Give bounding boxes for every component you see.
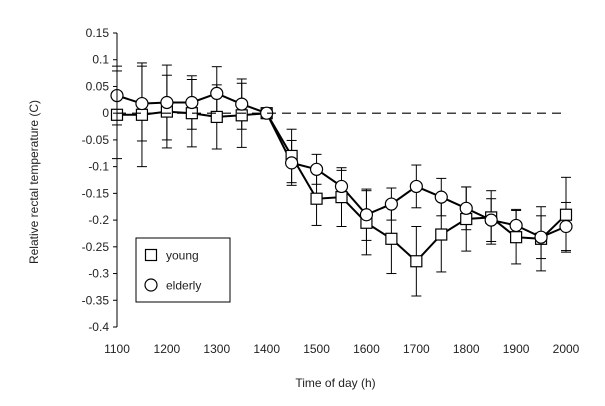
axes [113,32,566,328]
legend: young elderly [135,237,231,303]
x-tick-label: 1600 [353,342,380,356]
x-tick-label: 1200 [154,342,181,356]
data-point-elderly [409,179,423,194]
x-tick-label: 1100 [104,342,130,356]
data-point-young [235,109,248,122]
x-tick-label: 1500 [303,342,330,356]
data-point-elderly [309,162,324,176]
y-tick-label: -0.2 [88,213,109,227]
data-point-elderly [359,208,374,222]
data-point-elderly [484,213,498,227]
data-point-young [435,228,448,241]
data-point-elderly [534,230,548,244]
data-point-elderly [434,190,448,204]
data-point-young [510,231,523,244]
data-point-young [559,208,573,221]
data-point-elderly [285,156,299,170]
data-point-elderly [509,218,523,233]
y-tick-label: -0.3 [88,267,109,281]
data-point-elderly [185,95,199,110]
y-tick-label: 0.05 [86,79,110,93]
data-point-young [335,191,348,204]
legend-marker-square [144,248,158,262]
data-point-young [385,232,398,245]
x-axis-title: Time of day (h) [295,376,375,390]
legend-marker-circle [144,278,158,292]
y-tick-label: 0.15 [86,26,110,40]
y-tick-label: -0.35 [82,293,110,307]
x-tick-label: 1700 [403,342,430,356]
data-point-young [410,255,423,268]
data-point-young [135,108,149,121]
series-markers [110,86,573,268]
data-point-young [310,192,323,205]
data-point-elderly [559,219,573,234]
x-tick-label: 1300 [203,342,230,356]
y-axis-title: Relative rectal temperature (C) [27,100,41,264]
y-tick-label: -0.4 [88,320,109,334]
data-point-elderly [459,201,473,215]
x-tick-label: 2000 [553,342,580,356]
data-point-elderly [334,179,349,194]
tick-labels: 0.15 0.1 0.05 0 -0.05 -0.1 -0.15 -0.2 -0.25 -0.3 -… [82,26,580,356]
legend-label-elderly: elderly [166,279,201,293]
y-tick-label: -0.1 [88,160,109,174]
data-point-young [460,212,473,226]
data-point-elderly [235,97,249,111]
data-point-young [210,110,223,124]
y-tick-label: 0 [102,106,109,120]
y-tick-label: -0.25 [82,240,110,254]
x-tick-label: 1400 [253,342,280,356]
x-tick-label: 1800 [453,342,480,356]
y-tick-label: 0.1 [92,53,109,67]
x-tick-label: 1900 [503,342,530,356]
data-point-elderly [210,86,224,101]
data-point-elderly [160,95,174,110]
data-point-elderly [135,96,149,111]
data-point-elderly [384,197,398,211]
y-tick-label: -0.05 [82,133,110,147]
y-tick-label: -0.15 [82,186,110,200]
legend-label-young: young [166,249,199,263]
